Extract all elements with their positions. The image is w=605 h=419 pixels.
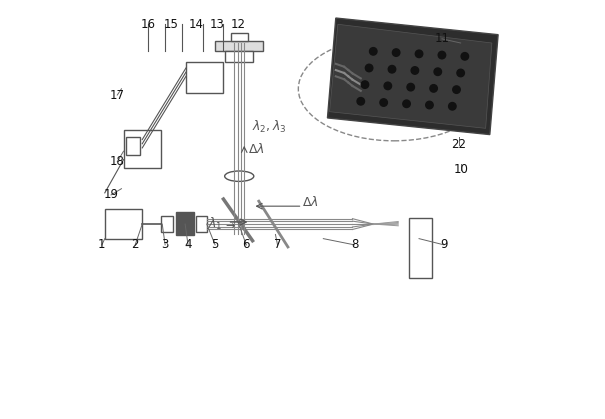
Text: 1: 1 <box>98 238 106 251</box>
Text: 14: 14 <box>189 18 204 31</box>
Circle shape <box>426 101 433 109</box>
Text: 15: 15 <box>164 18 179 31</box>
Text: 18: 18 <box>110 155 125 168</box>
FancyBboxPatch shape <box>231 33 247 41</box>
Text: 9: 9 <box>440 238 448 251</box>
Circle shape <box>407 83 414 91</box>
Circle shape <box>388 65 396 73</box>
FancyBboxPatch shape <box>215 41 263 52</box>
Text: 5: 5 <box>211 238 219 251</box>
Text: 2: 2 <box>131 238 139 251</box>
Text: 12: 12 <box>231 18 246 31</box>
Ellipse shape <box>224 171 254 181</box>
FancyBboxPatch shape <box>123 130 161 168</box>
Circle shape <box>384 82 391 90</box>
Circle shape <box>403 100 410 108</box>
Text: $\Delta\lambda$: $\Delta\lambda$ <box>249 142 265 156</box>
FancyBboxPatch shape <box>186 62 223 93</box>
Circle shape <box>393 49 400 56</box>
Circle shape <box>430 85 437 92</box>
Circle shape <box>415 50 423 57</box>
Polygon shape <box>327 18 498 134</box>
FancyBboxPatch shape <box>408 218 431 278</box>
Circle shape <box>365 64 373 72</box>
FancyBboxPatch shape <box>161 216 174 233</box>
Circle shape <box>453 86 460 93</box>
Polygon shape <box>330 24 492 128</box>
Text: 10: 10 <box>453 163 468 176</box>
Circle shape <box>438 52 446 59</box>
FancyBboxPatch shape <box>226 52 252 62</box>
Text: →: → <box>226 222 235 231</box>
Circle shape <box>448 103 456 110</box>
Text: $\Delta\lambda$: $\Delta\lambda$ <box>302 195 319 209</box>
FancyBboxPatch shape <box>126 137 140 155</box>
Circle shape <box>411 67 419 74</box>
Text: 3: 3 <box>162 238 169 251</box>
Circle shape <box>457 69 465 77</box>
Text: 17: 17 <box>110 88 125 101</box>
Circle shape <box>434 68 442 75</box>
Text: 8: 8 <box>351 238 358 251</box>
Text: $\lambda_2, \lambda_3$: $\lambda_2, \lambda_3$ <box>252 119 287 134</box>
Text: 7: 7 <box>274 238 281 251</box>
FancyBboxPatch shape <box>197 216 207 233</box>
Text: 22: 22 <box>451 139 466 152</box>
Text: 13: 13 <box>210 18 224 31</box>
FancyBboxPatch shape <box>105 210 142 239</box>
Circle shape <box>370 48 377 55</box>
Circle shape <box>461 52 469 60</box>
Text: 4: 4 <box>185 238 192 251</box>
Text: 6: 6 <box>243 238 250 251</box>
Circle shape <box>380 99 387 106</box>
FancyBboxPatch shape <box>175 212 194 235</box>
Text: 11: 11 <box>434 32 450 45</box>
Circle shape <box>357 98 365 105</box>
Text: $\lambda_1$: $\lambda_1$ <box>208 216 223 232</box>
Text: 16: 16 <box>141 18 156 31</box>
Circle shape <box>361 81 368 88</box>
Text: 19: 19 <box>103 189 119 202</box>
